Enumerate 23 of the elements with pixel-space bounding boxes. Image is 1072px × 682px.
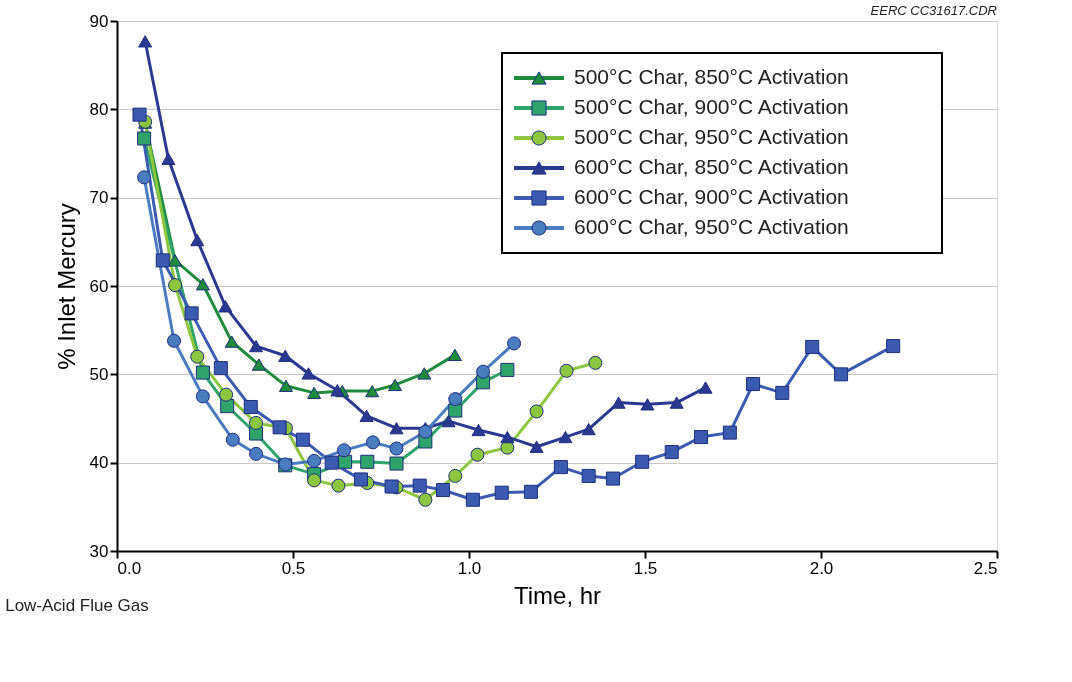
x-tick-label: 2.0	[809, 558, 834, 578]
legend-label: 600°C Char, 950°C Activation	[574, 215, 849, 238]
x-axis-title: Time, hr	[513, 581, 602, 609]
y-axis-title: % Inlet Mercury	[52, 203, 80, 370]
y-tick-label: 60	[89, 276, 109, 296]
y-tick-label: 80	[89, 99, 109, 119]
x-tick-label: 1.5	[633, 558, 658, 578]
legend-label: 500°C Char, 850°C Activation	[574, 65, 849, 88]
y-tick-label: 30	[89, 541, 109, 561]
text: EERC CC31617.CDR	[870, 3, 997, 18]
y-tick-label: 70	[89, 188, 109, 208]
x-tick-label: 1.0	[457, 558, 482, 578]
legend-label: 600°C Char, 850°C Activation	[574, 155, 849, 178]
legend-label: 500°C Char, 900°C Activation	[574, 95, 849, 118]
legend-label: 600°C Char, 900°C Activation	[574, 185, 849, 208]
y-tick-label: 50	[89, 364, 109, 384]
y-tick-label: 40	[89, 453, 109, 473]
x-tick-label: 0.0	[117, 558, 142, 578]
y-tick-label: 90	[89, 11, 109, 31]
text: Low-Acid Flue Gas	[5, 596, 149, 615]
x-tick-label: 2.5	[973, 558, 998, 578]
x-tick-label: 0.5	[281, 558, 306, 578]
legend-label: 500°C Char, 950°C Activation	[574, 125, 849, 148]
